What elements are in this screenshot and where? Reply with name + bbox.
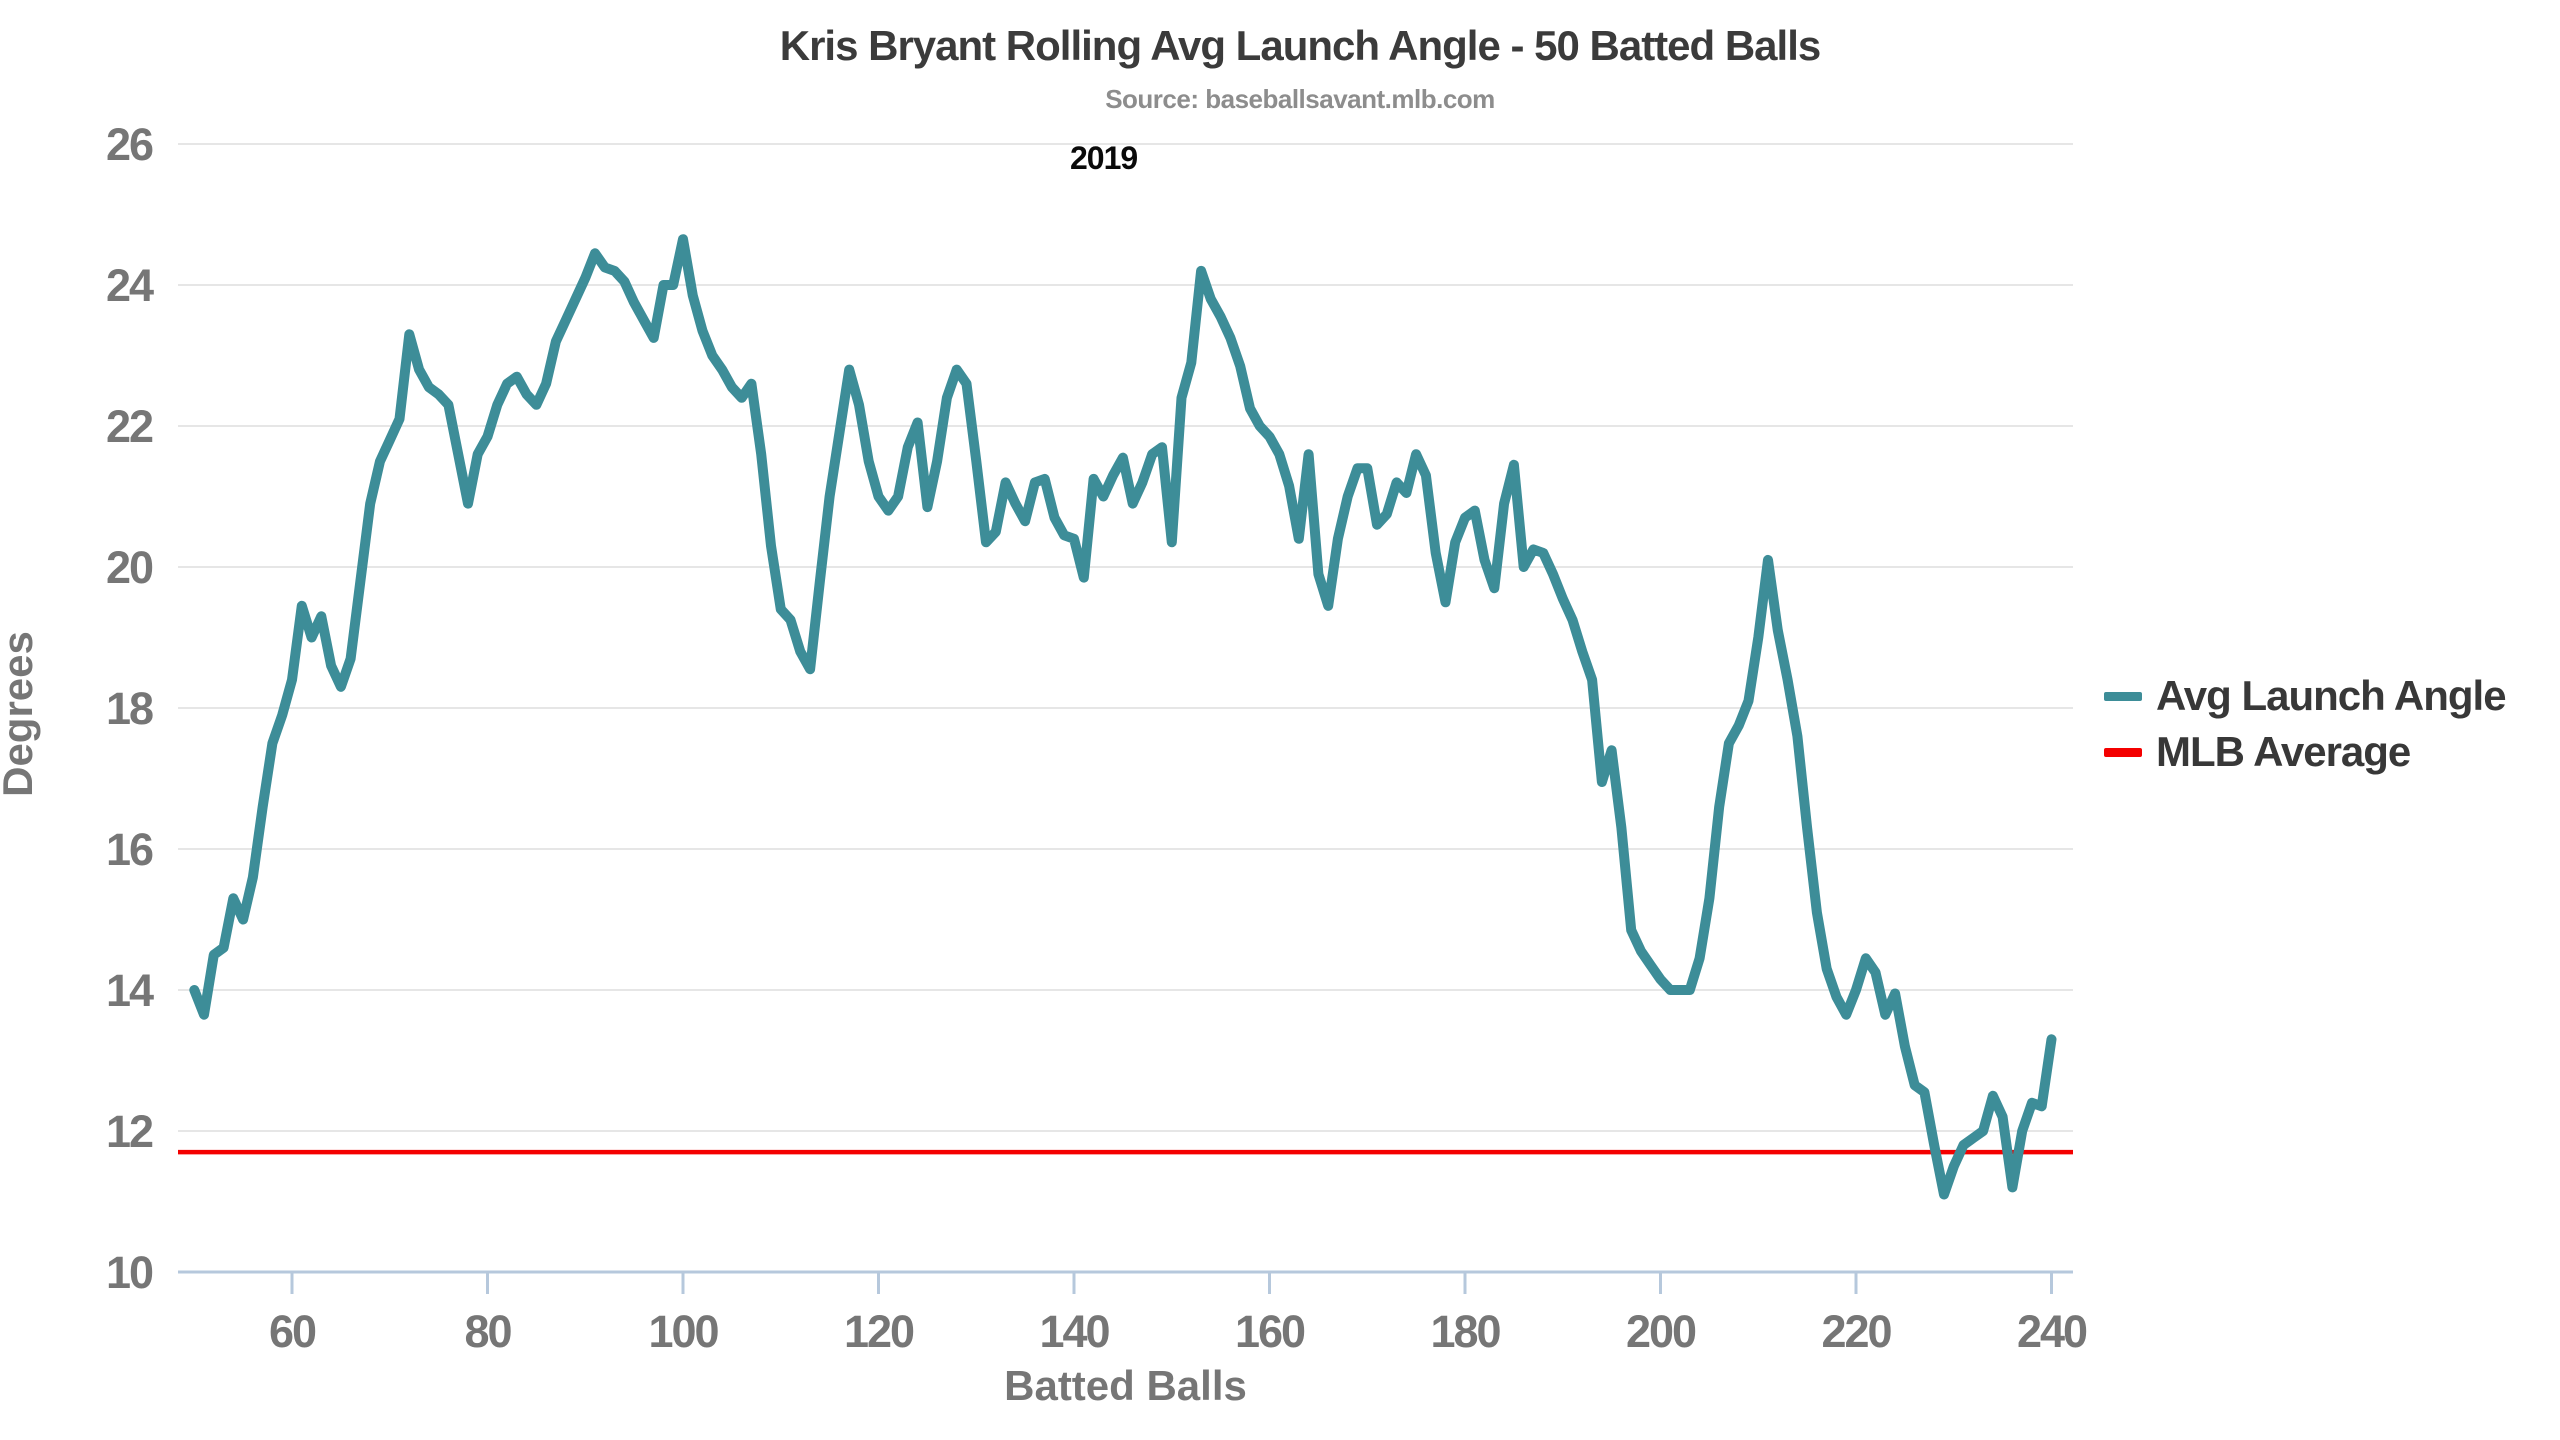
x-tick-label-80: 80 [464,1306,511,1357]
legend-swatch-red [2104,747,2142,757]
year-annotation: 2019 [1070,140,1138,176]
y-tick-label-20: 20 [106,542,153,593]
legend: Avg Launch Angle MLB Average [2104,668,2507,780]
chart-subtitle: Source: baseballsavant.mlb.com [1105,84,1495,114]
x-tick-label-60: 60 [269,1306,316,1357]
x-tick-label-180: 180 [1430,1306,1500,1357]
y-tick-label-10: 10 [106,1247,153,1298]
y-tick-label-26: 26 [106,119,153,170]
x-tick-label-140: 140 [1039,1306,1109,1357]
y-tick-label-24: 24 [106,260,154,311]
legend-swatch-teal [2104,691,2142,701]
x-tick-label-240: 240 [2017,1306,2087,1357]
y-tick-label-18: 18 [106,683,153,734]
avg-launch-angle-line [189,234,2057,1200]
chart-title: Kris Bryant Rolling Avg Launch Angle - 5… [779,22,1822,69]
legend-item-avg-launch-angle: Avg Launch Angle [2104,668,2507,724]
x-tick-label-220: 220 [1821,1306,1891,1357]
x-axis-title: Batted Balls [1004,1362,1247,1409]
y-tick-label-14: 14 [106,965,154,1016]
legend-item-mlb-average: MLB Average [2104,724,2506,780]
x-tick-label-160: 160 [1235,1306,1305,1357]
y-tick-label-16: 16 [106,824,153,875]
y-tick-label-12: 12 [106,1106,153,1157]
legend-label: Avg Launch Angle [2156,672,2507,719]
legend-label: MLB Average [2156,728,2411,775]
x-tick-label-120: 120 [844,1306,914,1357]
y-axis-title: Degrees [0,631,41,797]
x-tick-label-200: 200 [1626,1306,1696,1357]
y-tick-label-22: 22 [106,401,153,452]
x-tick-label-100: 100 [648,1306,718,1357]
